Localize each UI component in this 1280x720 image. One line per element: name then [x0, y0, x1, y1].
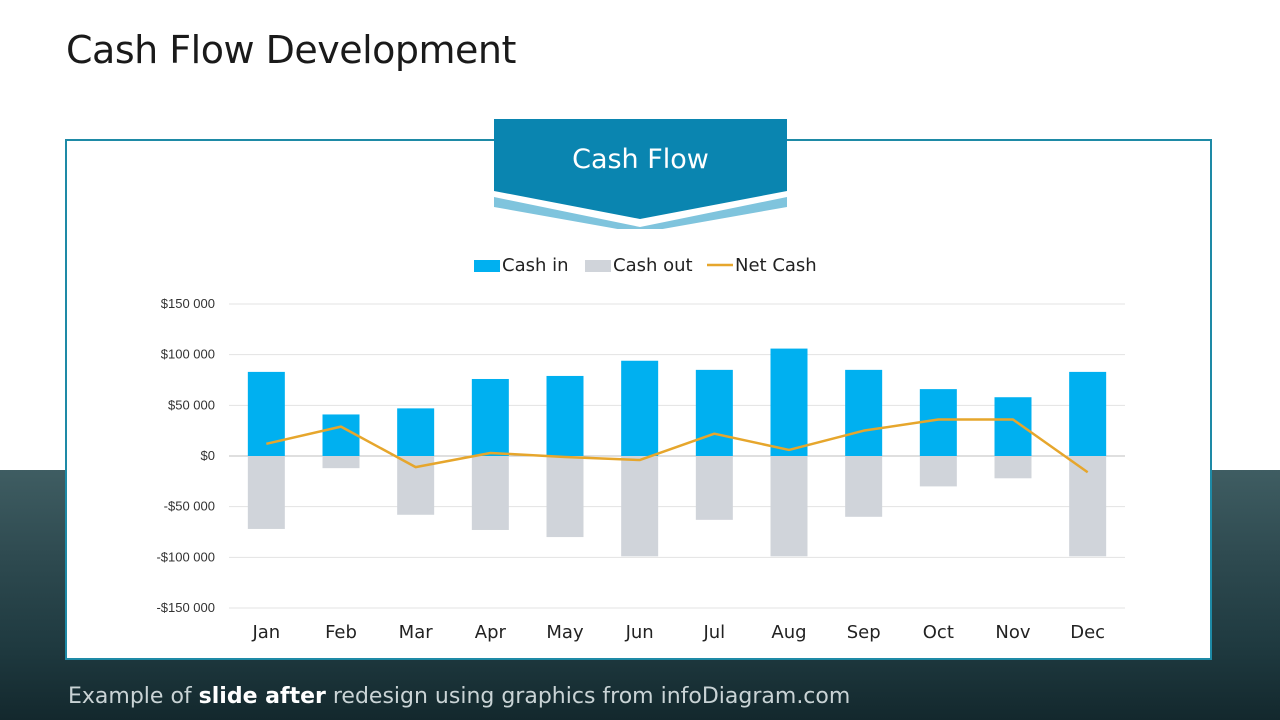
- x-tick-label: Nov: [995, 622, 1030, 643]
- y-tick-label: $50 000: [168, 397, 215, 412]
- cash-out-bar: [994, 456, 1032, 479]
- y-tick-label: $150 000: [161, 296, 215, 311]
- y-tick-label: -$150 000: [156, 600, 215, 615]
- banner-underline: [494, 197, 787, 229]
- cash-out-bar: [770, 456, 808, 557]
- cash-out-bar: [695, 456, 733, 520]
- banner-label: Cash Flow: [572, 144, 709, 175]
- legend-label: Cash in: [502, 255, 569, 276]
- cash-in-bar: [770, 348, 808, 456]
- banner-shape: [494, 119, 787, 229]
- page-title: Cash Flow Development: [66, 28, 516, 72]
- y-tick-label: -$100 000: [156, 549, 215, 564]
- x-tick-label: Feb: [325, 622, 357, 643]
- cash-in-bar: [621, 360, 659, 456]
- x-tick-label: Oct: [923, 622, 954, 643]
- cash-in-bar: [322, 414, 360, 456]
- x-tick-label: Apr: [475, 622, 507, 643]
- cash-in-bar: [695, 369, 733, 456]
- y-tick-label: $0: [201, 448, 215, 463]
- cash-out-bar: [471, 456, 509, 530]
- chart-panel: $150 000 $100 000 $50 000 $0 -$50 000 -$100 0…: [65, 139, 1212, 660]
- x-tick-label: Dec: [1070, 622, 1105, 643]
- x-tick-label: Jul: [702, 622, 725, 643]
- x-tick-label: May: [546, 622, 584, 643]
- banner-body: [494, 119, 787, 219]
- footer-note: Example of slide after redesign using gr…: [68, 684, 850, 709]
- cash-out-bar: [621, 456, 659, 557]
- x-tick-label: Sep: [847, 622, 881, 643]
- cash-out-bar: [919, 456, 957, 487]
- x-tick-label: Jun: [625, 622, 654, 643]
- footer-suffix: redesign using graphics from infoDiagram…: [325, 684, 851, 709]
- y-tick-label: $100 000: [161, 347, 215, 362]
- legend-swatch: [585, 260, 611, 272]
- cash-in-bar: [994, 397, 1032, 456]
- cash-out-bar: [546, 456, 584, 538]
- legend-label: Net Cash: [735, 255, 817, 276]
- cash-out-bar: [1069, 456, 1107, 557]
- cash-out-bar: [247, 456, 285, 529]
- cash-flow-chart: $150 000 $100 000 $50 000 $0 -$50 000 -$100 0…: [156, 255, 1125, 643]
- cash-in-bar: [471, 378, 509, 456]
- x-tick-label: Aug: [771, 622, 806, 643]
- cash-in-bar: [397, 408, 435, 456]
- legend-swatch: [474, 260, 500, 272]
- cash-out-bar: [322, 456, 360, 469]
- x-tick-label: Mar: [399, 622, 434, 643]
- cash-in-bar: [546, 375, 584, 456]
- legend-label: Cash out: [613, 255, 693, 276]
- footer-bold: slide after: [198, 684, 326, 709]
- net-cash-line: [266, 418, 1089, 474]
- cash-in-bar: [845, 369, 883, 456]
- footer-prefix: Example of: [68, 684, 199, 709]
- cash-in-bar: [1069, 371, 1107, 456]
- cash-out-bar: [845, 456, 883, 517]
- x-tick-label: Jan: [251, 622, 280, 643]
- y-tick-label: -$50 000: [164, 499, 215, 514]
